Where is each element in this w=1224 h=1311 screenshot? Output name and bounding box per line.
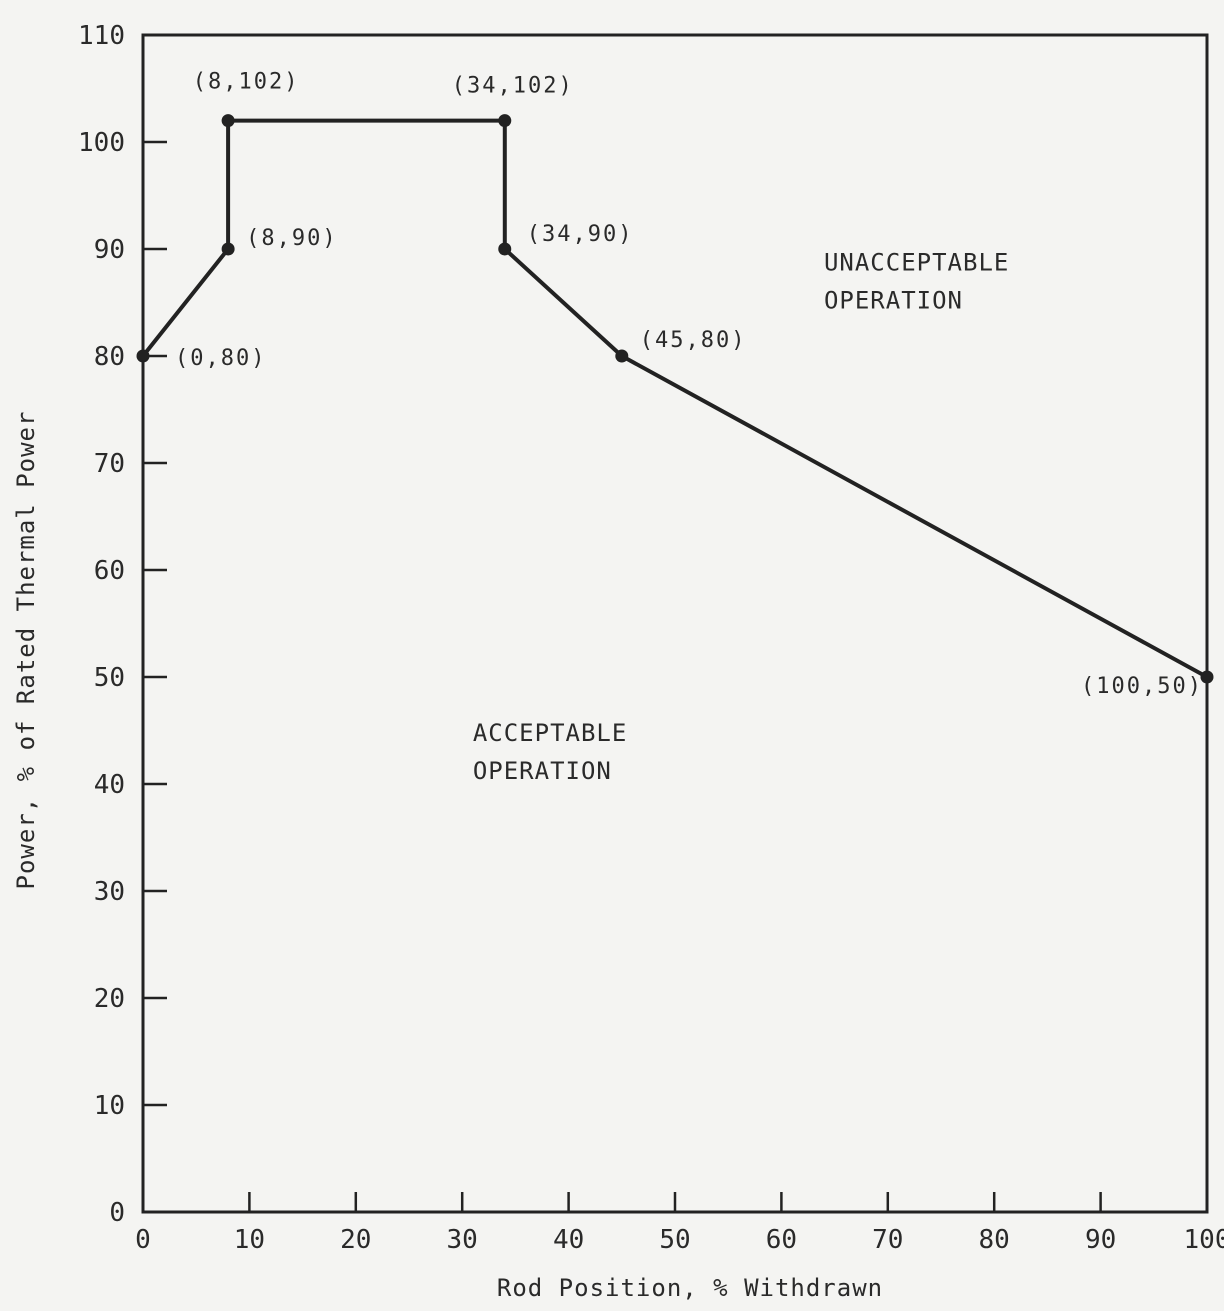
series-line-0 [141, 118, 1208, 679]
data-point-0 [136, 349, 150, 363]
point-label-0: (0,80) [175, 346, 266, 371]
x-tick-label-3: 30 [447, 1225, 478, 1255]
region-label-1-0: ACCEPTABLE [473, 719, 627, 747]
y-tick-label-10: 100 [78, 128, 125, 158]
y-axis-title: Power, % of Rated Thermal Power [12, 411, 40, 890]
data-point-1 [221, 242, 235, 256]
point-label-5: (45,80) [640, 328, 747, 353]
data-point-4 [498, 242, 512, 256]
data-point-2 [221, 114, 235, 128]
y-tick-label-11: 110 [78, 21, 125, 51]
y-tick-label-7: 70 [94, 449, 125, 479]
x-tick-label-9: 90 [1085, 1225, 1116, 1255]
point-label-6: (100,50) [1081, 674, 1203, 699]
x-tick-label-5: 50 [659, 1225, 690, 1255]
point-label-3: (34,102) [452, 74, 574, 99]
x-tick-label-1: 10 [234, 1225, 265, 1255]
y-tick-label-2: 20 [94, 984, 125, 1014]
x-tick-label-0: 0 [135, 1225, 151, 1255]
region-labels: UNACCEPTABLE OPERATION ACCEPTABLE OPERATION [473, 248, 1009, 785]
series-group [136, 114, 1214, 684]
x-tick-label-7: 70 [872, 1225, 903, 1255]
region-label-0-1: OPERATION [824, 286, 963, 314]
y-tick-label-1: 10 [94, 1091, 125, 1121]
point-label-1: (8,90) [246, 226, 337, 251]
region-label-0-0: UNACCEPTABLE [824, 248, 1009, 276]
point-label-4: (34,90) [527, 222, 634, 247]
x-tick-label-4: 40 [553, 1225, 584, 1255]
region-label-1-1: OPERATION [473, 757, 612, 785]
x-axis-title: Rod Position, % Withdrawn [497, 1274, 883, 1302]
y-tick-label-3: 30 [94, 877, 125, 907]
y-tick-label-5: 50 [94, 663, 125, 693]
y-tick-label-0: 0 [109, 1198, 125, 1228]
x-tick-label-8: 80 [979, 1225, 1010, 1255]
point-label-2: (8,102) [193, 70, 300, 95]
x-tick-label-2: 20 [340, 1225, 371, 1255]
x-tick-label-10: 100 [1184, 1225, 1224, 1255]
axis-tick-labels: 0 10 20 30 40 50 60 70 80 90 100 0 10 20 30 40 50 60 70 80 9… [78, 21, 1224, 1255]
y-tick-label-8: 80 [94, 342, 125, 372]
plot-frame [141, 33, 1209, 1214]
x-tick-label-6: 60 [766, 1225, 797, 1255]
data-point-3 [498, 114, 512, 128]
data-point-6 [1200, 670, 1214, 684]
y-tick-label-6: 60 [94, 556, 125, 586]
y-tick-label-9: 90 [94, 235, 125, 265]
data-point-5 [615, 349, 629, 363]
axis-ticks [141, 33, 1209, 1214]
point-labels: (0,80) (8,90) (8,102) (34,102) (34,90) (45,80… [175, 70, 1203, 699]
y-tick-label-4: 40 [94, 770, 125, 800]
